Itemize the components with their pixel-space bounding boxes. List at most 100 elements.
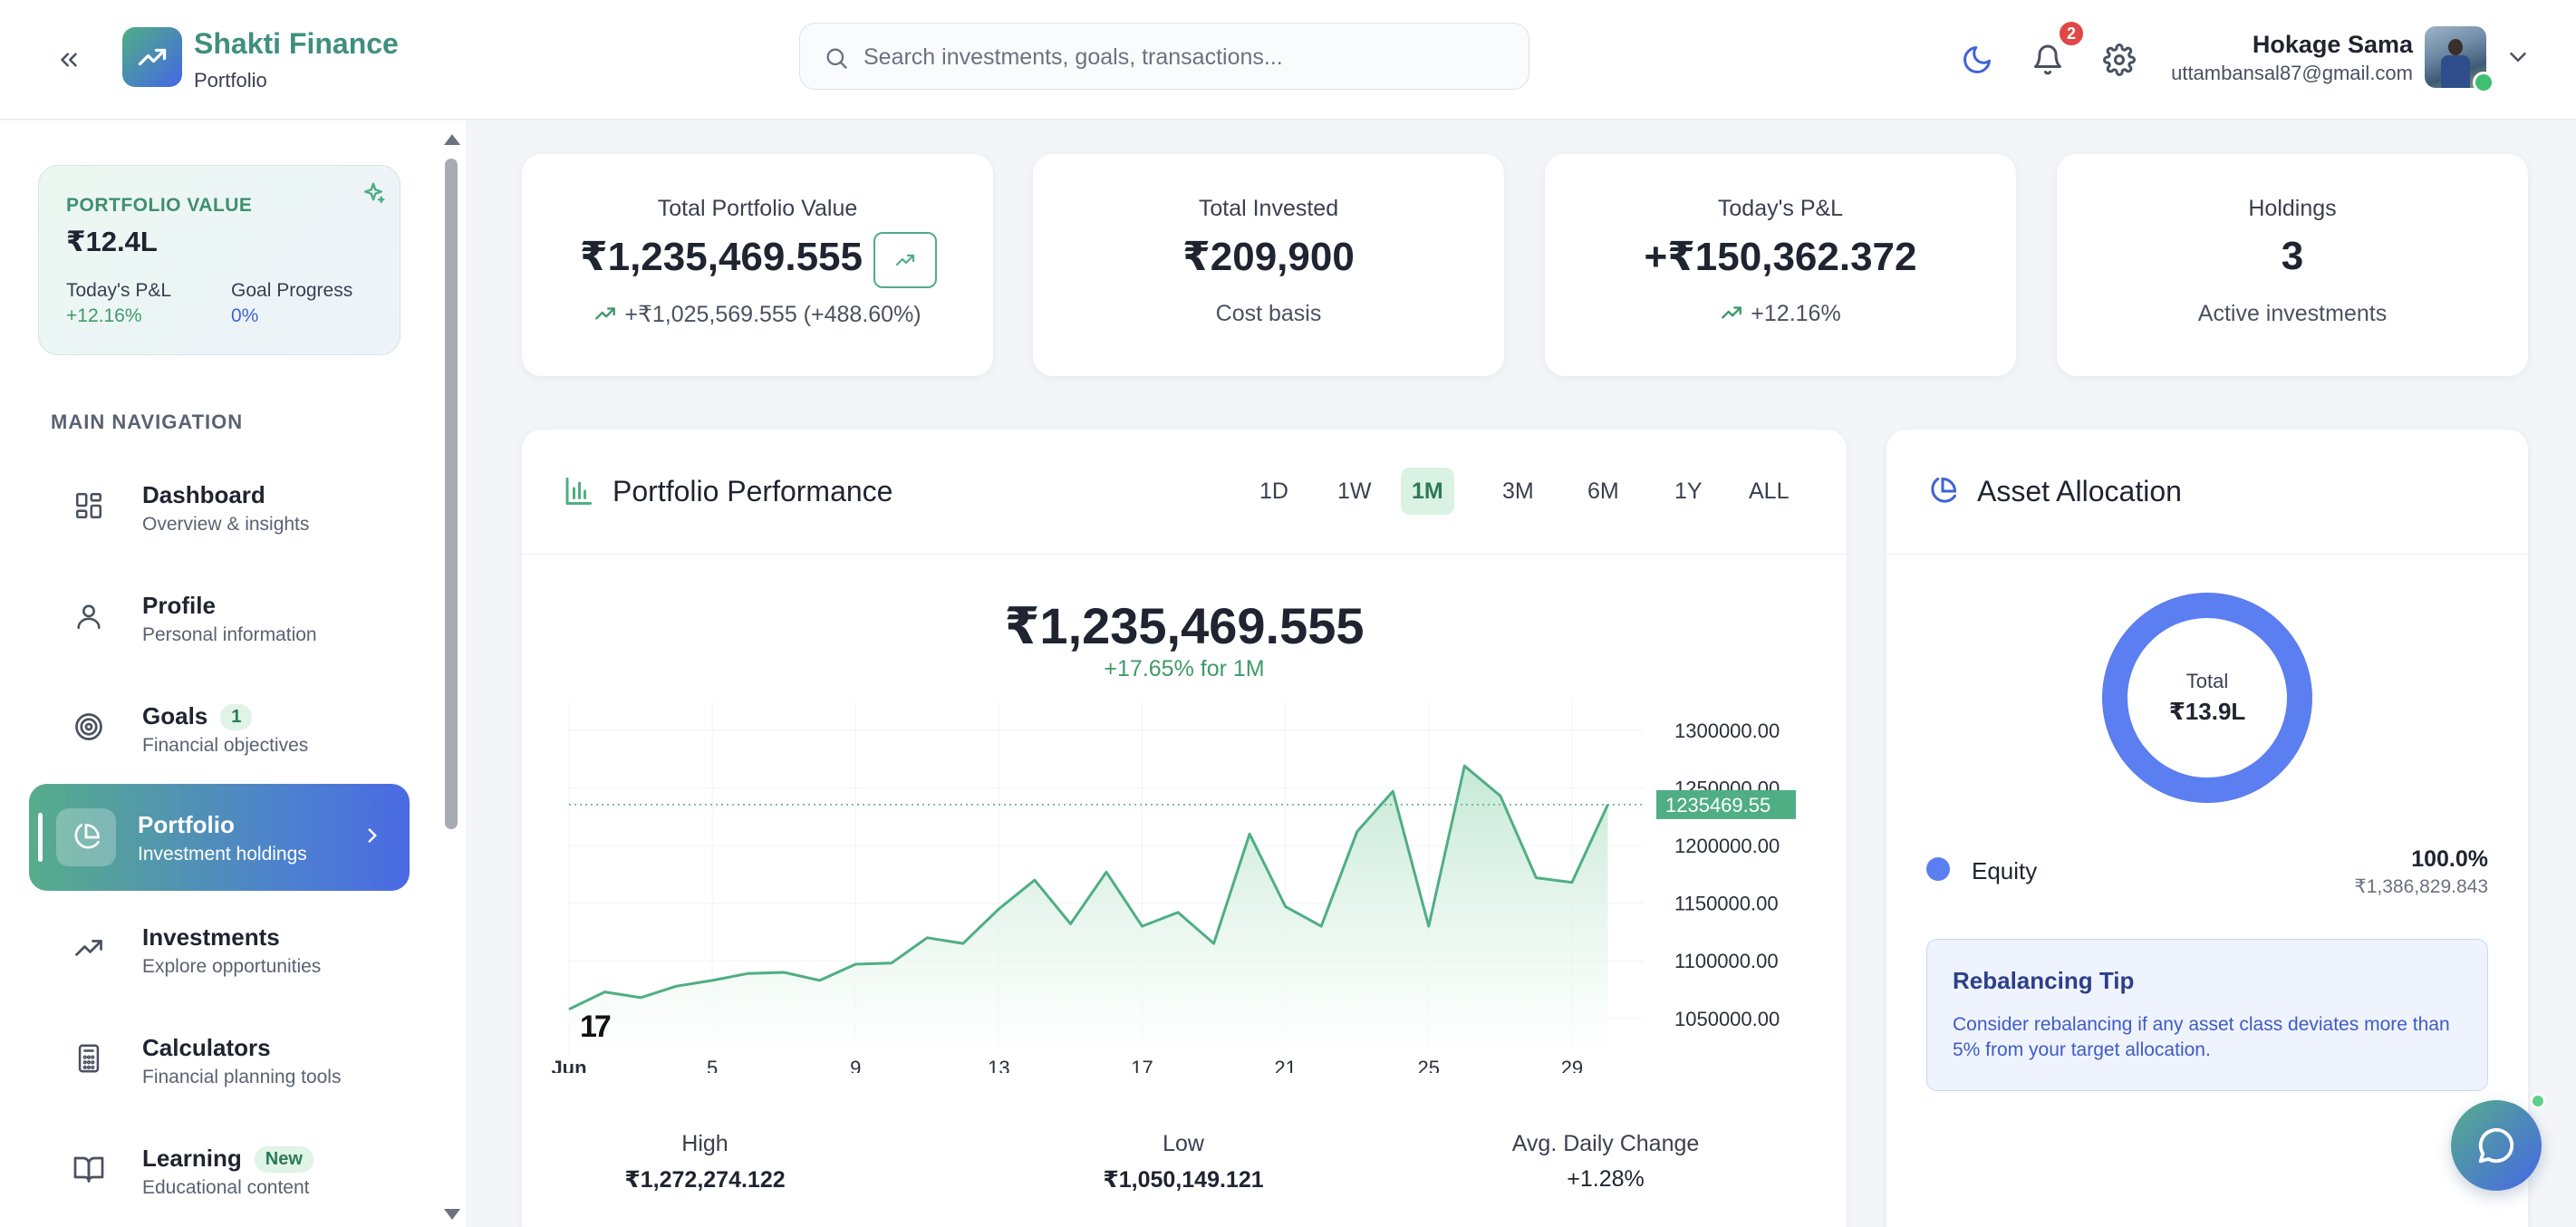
- stat-value: 3: [2281, 234, 2304, 278]
- sidebar-item-sub: Overview & insights: [142, 514, 310, 535]
- allocation-donut-chart[interactable]: [2102, 593, 2312, 803]
- performance-value: ₹1,235,469.555: [1004, 597, 1365, 654]
- stat-value: ₹209,900: [1182, 235, 1355, 279]
- trending-up-icon: [138, 48, 167, 66]
- sidebar-item-label: Goals: [142, 702, 208, 729]
- calculator-icon: [78, 1044, 100, 1073]
- portfolio-value-card: PORTFOLIO VALUE ₹12.4L Today's P&L +12.1…: [38, 165, 400, 355]
- range-button-1m[interactable]: 1M: [1401, 468, 1454, 515]
- sidebar-item-label: Learning: [142, 1145, 242, 1172]
- performance-chart[interactable]: 1300000.001250000.001200000.001150000.00…: [522, 701, 1847, 1073]
- app-logo[interactable]: [122, 27, 182, 87]
- pie-chart-icon: [74, 824, 100, 849]
- range-button-1y[interactable]: 1Y: [1674, 478, 1703, 504]
- area-fill: [569, 766, 1608, 1053]
- search-bar[interactable]: [799, 23, 1529, 90]
- sidebar-item-investments[interactable]: Investments Explore opportunities: [29, 896, 410, 1003]
- range-button-all[interactable]: ALL: [1749, 478, 1790, 504]
- trending-up-icon: [1722, 306, 1742, 319]
- goal-progress-value: 0%: [231, 305, 259, 326]
- scroll-up-arrow[interactable]: [444, 134, 460, 145]
- scroll-down-arrow[interactable]: [444, 1209, 460, 1220]
- sidebar-item-label: Dashboard: [142, 481, 265, 508]
- sidebar-item-sub: Financial objectives: [142, 735, 309, 756]
- user-email: uttambansal87@gmail.com: [2171, 62, 2413, 84]
- x-tick-label: Jun: [551, 1057, 586, 1073]
- gear-icon: [2103, 43, 2136, 76]
- nav-section-title: MAIN NAVIGATION: [51, 411, 244, 433]
- low-stat: Low ₹1,050,149.121: [1020, 1131, 1346, 1193]
- stat-label: Today's P&L: [1717, 196, 1844, 221]
- x-tick-label: 5: [707, 1057, 718, 1073]
- x-tick-label: 13: [988, 1057, 1009, 1073]
- panel-title: Portfolio Performance: [613, 475, 893, 507]
- chat-bubble-icon: [2478, 1127, 2514, 1164]
- rebalancing-tip: Rebalancing Tip Consider rebalancing if …: [1926, 939, 2488, 1091]
- double-chevron-left-icon: [61, 53, 77, 67]
- chevron-right-icon: [368, 828, 377, 843]
- range-button-6m[interactable]: 6M: [1587, 478, 1619, 504]
- high-label: High: [681, 1131, 728, 1156]
- low-label: Low: [1163, 1131, 1204, 1156]
- active-indicator: [38, 813, 43, 862]
- high-value: ₹1,272,274.122: [624, 1167, 786, 1193]
- chevron-down-icon[interactable]: [2504, 43, 2532, 71]
- goal-progress-label: Goal Progress: [231, 280, 353, 301]
- trend-button[interactable]: [873, 232, 937, 288]
- brand-subtitle: Portfolio: [194, 69, 267, 92]
- sidebar-scrollbar-thumb[interactable]: [445, 159, 458, 829]
- bell-icon: [2034, 44, 2061, 75]
- sidebar-item-sub: Financial planning tools: [142, 1067, 342, 1087]
- legend-amount: ₹1,386,829.843: [2354, 876, 2488, 897]
- x-tick-label: 9: [850, 1057, 861, 1073]
- sidebar-item-profile[interactable]: Profile Personal information: [29, 565, 410, 671]
- current-value-label: 1235469.55: [1665, 794, 1770, 816]
- sidebar-item-goals[interactable]: Goals 1 Financial objectives: [29, 675, 410, 782]
- chat-button[interactable]: [2451, 1100, 2542, 1191]
- sidebar-item-calculators[interactable]: Calculators Financial planning tools: [29, 1007, 410, 1114]
- theme-toggle-button[interactable]: [1954, 36, 2001, 83]
- range-button-1d[interactable]: 1D: [1259, 478, 1288, 504]
- tradingview-logo[interactable]: 17: [580, 1010, 612, 1044]
- avg-change-value: +1.28%: [1567, 1166, 1645, 1192]
- settings-button[interactable]: [2096, 36, 2143, 83]
- x-tick-label: 25: [1418, 1057, 1440, 1073]
- stat-card-holdings: Holdings 3 Active investments: [2057, 154, 2528, 376]
- stat-sub: Cost basis: [1215, 301, 1322, 326]
- notifications-button[interactable]: [2024, 36, 2071, 83]
- stat-sub: +₹1,025,569.555 (+488.60%): [624, 302, 921, 327]
- sidebar-item-learning[interactable]: Learning New Educational content: [29, 1117, 410, 1224]
- search-icon: [826, 48, 847, 69]
- collapse-sidebar-button[interactable]: [47, 38, 91, 82]
- online-status-dot: [2473, 72, 2494, 93]
- range-button-3m[interactable]: 3M: [1502, 478, 1534, 504]
- stat-sub: Active investments: [2197, 301, 2388, 326]
- performance-change: +17.65% for 1M: [1104, 656, 1265, 681]
- sidebar-item-label: Investments: [142, 923, 280, 951]
- trending-up-icon: [75, 940, 102, 956]
- bar-chart-icon: [565, 478, 592, 505]
- goals-count-badge: 1: [220, 704, 253, 730]
- stat-label: Total Invested: [1198, 196, 1339, 221]
- range-button-1w[interactable]: 1W: [1337, 478, 1372, 504]
- portfolio-value-label: PORTFOLIO VALUE: [66, 195, 253, 216]
- pnl-label: Today's P&L: [66, 280, 172, 301]
- avg-change-label: Avg. Daily Change: [1511, 1131, 1700, 1156]
- target-icon: [75, 713, 102, 740]
- x-tick-label: 17: [1131, 1057, 1153, 1073]
- sidebar-item-sub: Personal information: [142, 624, 317, 645]
- high-stat: High ₹1,272,274.122: [542, 1131, 868, 1193]
- user-name[interactable]: Hokage Sama: [2252, 31, 2413, 58]
- x-tick-label: 21: [1274, 1057, 1296, 1073]
- current-value-tag: [1656, 789, 1796, 819]
- moon-icon: [1963, 46, 1991, 73]
- sidebar-item-dashboard[interactable]: Dashboard Overview & insights: [29, 454, 410, 561]
- sidebar-item-portfolio[interactable]: Portfolio Investment holdings: [29, 784, 410, 891]
- stat-label: Total Portfolio Value: [657, 196, 858, 221]
- y-tick-label: 1300000.00: [1674, 720, 1780, 742]
- search-input[interactable]: [863, 38, 1498, 76]
- sparkle-icon: [364, 182, 385, 203]
- divider: [1886, 554, 2528, 555]
- sidebar-item-label: Portfolio: [138, 811, 235, 838]
- dashboard-icon: [75, 492, 102, 519]
